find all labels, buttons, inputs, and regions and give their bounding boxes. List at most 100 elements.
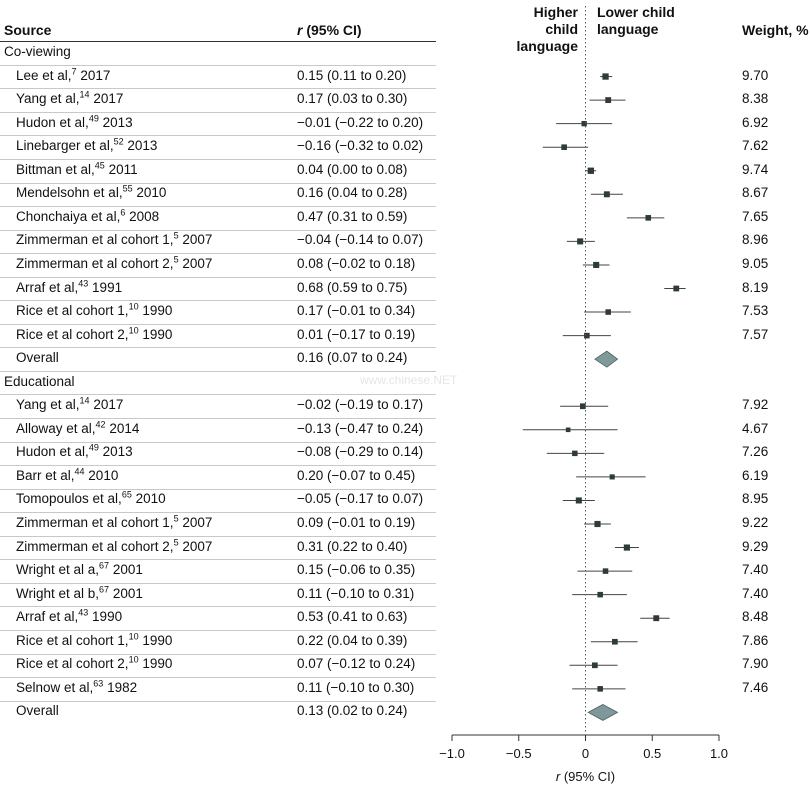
study-ref: 43 [78, 607, 89, 618]
study-source: Bittman et al,45 2011 [16, 161, 138, 177]
study-author: Arraf et al, [16, 279, 79, 295]
study-author: Zimmerman et al cohort 2, [16, 255, 174, 271]
point-marker [575, 497, 582, 504]
study-ref: 44 [74, 466, 85, 477]
point-marker [673, 285, 680, 292]
overall-label: Overall [16, 703, 59, 719]
study-ref: 10 [128, 325, 139, 336]
study-author: Barr et al, [16, 467, 75, 483]
study-year: 2017 [89, 91, 124, 107]
study-year: 1991 [88, 279, 123, 295]
overall-ci: 0.13 (0.02 to 0.24) [297, 703, 408, 719]
study-ref: 10 [128, 631, 139, 642]
study-source: Rice et al cohort 2,10 1990 [16, 325, 172, 342]
study-weight: 7.53 [742, 303, 769, 319]
study-year: 2007 [178, 255, 213, 271]
study-source: Alloway et al,42 2014 [16, 420, 139, 436]
point-marker [623, 544, 630, 551]
x-axis-label: r (95% CI) [556, 769, 615, 784]
study-author: Chonchaiya et al, [16, 208, 121, 224]
header-lower-line1: Lower child [597, 4, 675, 20]
study-ci: 0.15 (−0.06 to 0.35) [297, 562, 416, 578]
study-author: Wright et al b, [16, 585, 100, 601]
header-higher-line1: Higher child [533, 4, 578, 37]
study-source: Rice et al cohort 2,10 1990 [16, 655, 173, 672]
study-source: Hudon et al,49 2013 [16, 443, 133, 459]
row-divider [0, 535, 436, 537]
row-divider [0, 559, 436, 561]
study-ref: 52 [113, 136, 124, 147]
study-ref: 67 [99, 584, 110, 595]
study-author: Hudon et al, [16, 114, 89, 130]
study-ci: −0.02 (−0.19 to 0.17) [297, 397, 424, 413]
study-source: Wright et al b,67 2001 [16, 584, 143, 601]
row-divider [0, 629, 436, 631]
study-year: 2008 [125, 208, 160, 224]
study-source: Linebarger et al,52 2013 [16, 136, 157, 154]
study-ci: 0.47 (0.31 to 0.59) [297, 208, 408, 224]
point-marker [584, 332, 590, 339]
study-weight: 8.67 [742, 185, 769, 201]
row-divider [0, 300, 436, 302]
row-divider [0, 394, 436, 396]
x-tick-label: −0.5 [506, 746, 532, 761]
study-source: Mendelsohn et al,55 2010 [16, 183, 166, 200]
study-source: Arraf et al,43 1990 [16, 607, 123, 625]
study-ref: 55 [122, 183, 133, 194]
study-ci: 0.20 (−0.07 to 0.45) [297, 467, 416, 483]
study-weight: 7.86 [742, 632, 769, 648]
x-tick-label: 0 [582, 746, 589, 761]
study-year: 1990 [138, 632, 173, 648]
study-year: 1990 [88, 609, 123, 625]
row-divider [0, 465, 436, 467]
study-ci: −0.01 (−0.22 to 0.20) [297, 114, 424, 130]
study-weight: 7.26 [742, 444, 769, 460]
study-ref: 63 [93, 678, 104, 689]
row-divider [0, 111, 436, 113]
study-ci: 0.16 (0.04 to 0.28) [297, 185, 408, 201]
point-marker [612, 638, 618, 645]
row-divider [0, 700, 436, 702]
study-ref: 14 [79, 395, 90, 406]
study-source: Yang et al,14 2017 [16, 90, 124, 107]
overall-label: Overall [16, 350, 59, 366]
study-source: Arraf et al,43 1991 [16, 279, 123, 295]
point-marker [587, 167, 594, 174]
group-label: Co-viewing [4, 44, 71, 59]
point-marker [577, 238, 584, 245]
study-year: 2011 [104, 161, 138, 177]
point-marker [572, 450, 578, 457]
point-marker [561, 144, 567, 150]
study-author: Arraf et al, [16, 609, 79, 625]
study-source: Rice et al cohort 1,10 1990 [16, 302, 172, 318]
study-weight: 4.67 [742, 420, 769, 436]
study-ci: −0.13 (−0.47 to 0.24) [297, 420, 424, 436]
study-weight: 9.29 [742, 538, 769, 554]
row-divider [0, 512, 436, 514]
point-marker [592, 662, 598, 669]
study-year: 1982 [103, 679, 138, 695]
row-divider [0, 276, 436, 278]
study-author: Linebarger et al, [16, 138, 114, 154]
row-divider [0, 677, 436, 679]
study-ci: 0.31 (0.22 to 0.40) [297, 538, 408, 554]
study-weight: 7.65 [742, 208, 769, 224]
watermark: www.chinese.NET [360, 373, 458, 387]
study-year: 1990 [138, 656, 173, 672]
header-rule [0, 41, 436, 42]
study-ref: 6 [120, 207, 126, 218]
study-weight: 8.48 [742, 609, 769, 625]
row-divider [0, 653, 436, 655]
row-divider [0, 488, 436, 490]
study-ref: 49 [88, 113, 99, 124]
overall-diamond [587, 703, 619, 721]
study-author: Selnow et al, [16, 679, 94, 695]
study-year: 2010 [131, 491, 166, 507]
group-label: Educational [4, 373, 75, 389]
study-ref: 67 [99, 560, 110, 571]
study-author: Yang et al, [16, 91, 80, 107]
study-ref: 5 [173, 513, 179, 524]
header-lower-language: Lower child language [597, 4, 675, 38]
study-ci: −0.16 (−0.32 to 0.02) [297, 138, 424, 154]
